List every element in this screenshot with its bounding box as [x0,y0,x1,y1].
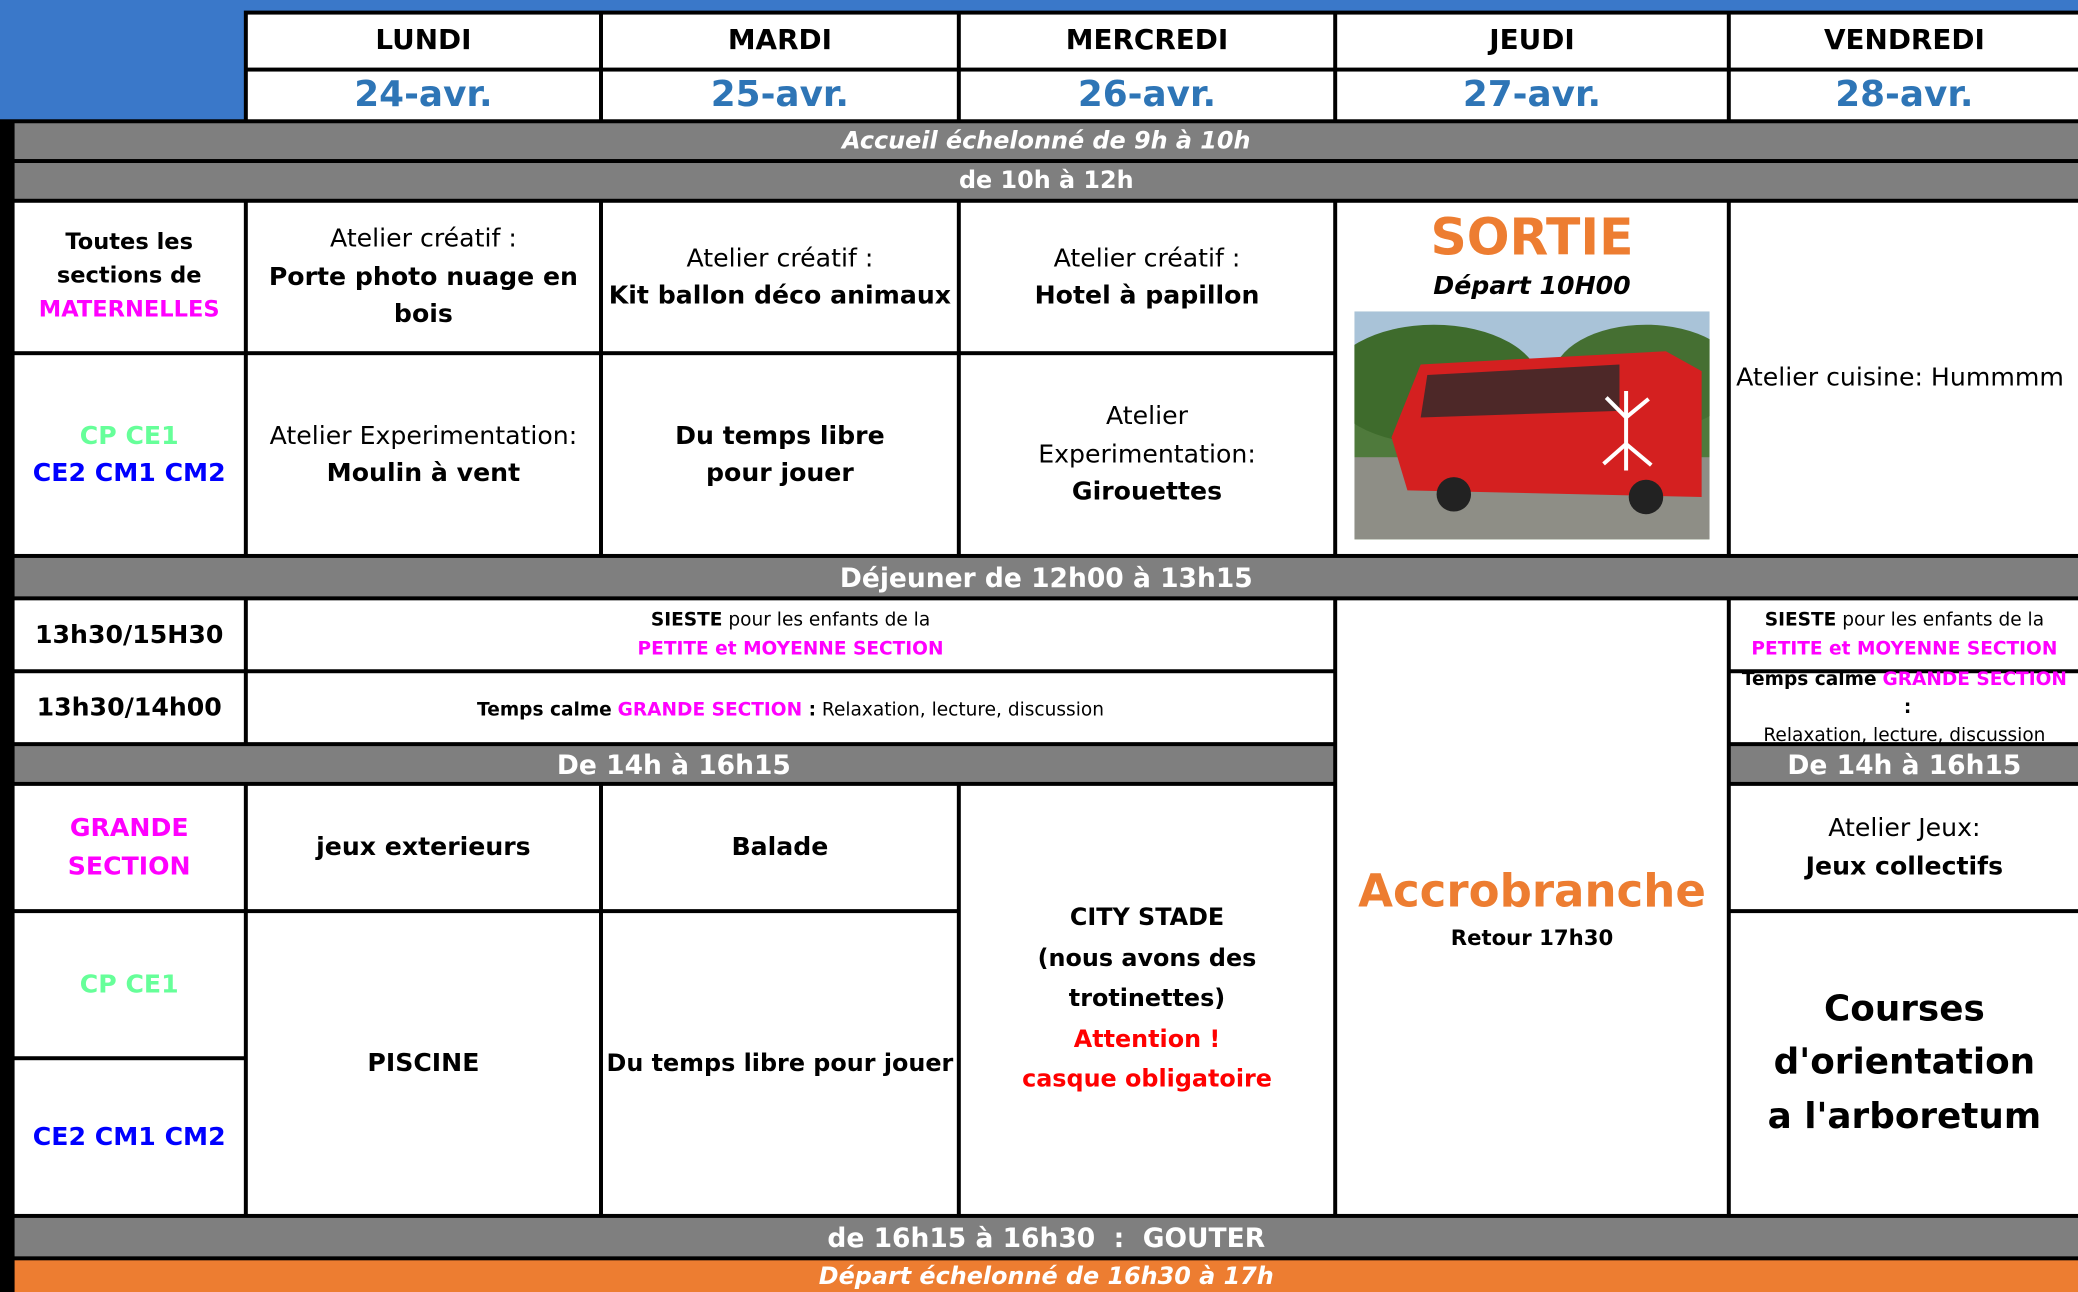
band: Accueil échelonné de 9h à 10h [14,123,2078,160]
text: (nous avons des trotinettes) [1037,944,1257,1013]
day-name: VENDREDI [1730,14,2078,68]
activity-cell: Atelier créatif : Hotel à papillon [960,202,1334,352]
day-name: LUNDI [247,14,600,68]
day-name: JEUDI [1337,14,1727,68]
text: : [1897,696,1912,718]
nap-cell: SIESTE pour les enfants de la PETITE et … [247,600,1334,670]
title: SORTIE [1430,208,1634,267]
group-cell: CE2 CM1 CM2 [14,1060,244,1214]
time-cell: 13h30/14h00 [14,673,244,743]
text: Relaxation, lecture, discussion [816,699,1104,721]
text: Attention ! [1073,1025,1221,1054]
text: Toutes les sections de [56,228,202,290]
text: : [802,699,817,721]
text: PETITE et MOYENNE SECTION [637,638,944,660]
text: Moulin à vent [326,458,521,488]
text: Porte photo nuage en bois [268,262,578,329]
title: Accrobranche [1358,864,1706,918]
text: Temps calme [477,699,612,721]
activity-cell: Atelier Experimentation: Girouettes [960,355,1334,554]
activity-cell: Atelier Jeux: Jeux collectifs [1730,785,2078,910]
activity-cell: Atelier cuisine: Hummmm [1730,202,2078,554]
outing-cell: Accrobranche Retour 17h30 [1337,600,1727,1214]
day-date: 24-avr. [247,71,600,120]
group-cell: CP CE1 [14,913,244,1057]
band: Déjeuner de 12h00 à 13h15 [14,557,2078,597]
text: Girouettes [1071,477,1223,507]
text: Du temps libre pour jouer [675,420,885,488]
activity-cell: PISCINE [247,913,600,1214]
group-cell: CP CE1 CE2 CM1 CM2 [14,355,244,554]
text: Atelier créatif : [1053,243,1241,273]
line: Temps calme GRANDE SECTION : [1736,666,2073,722]
quiet-cell: Temps calme GRANDE SECTION : Relaxation,… [247,673,1334,743]
band: De 14h à 16h15 [14,746,1334,782]
time-cell: 13h30/15H30 [14,600,244,670]
group-cell: GRANDE SECTION [14,785,244,910]
group-cell: Toutes les sections de MATERNELLES [14,202,244,352]
text: Temps calme [1741,668,1877,690]
band: Départ échelonné de 16h30 à 17h [14,1260,2078,1292]
text: SIESTE [1764,609,1837,631]
text: Atelier Experimentation: [269,420,578,450]
text: Kit ballon déco animaux [608,280,952,311]
activity-cell: Du temps libre pour jouer [602,355,957,554]
activity-cell: CITY STADE (nous avons des trotinettes) … [960,785,1334,1214]
text: pour les enfants de la [722,609,931,631]
nap-cell: SIESTE pour les enfants de la PETITE et … [1730,600,2078,670]
activity-cell: Atelier créatif : Kit ballon déco animau… [602,202,957,352]
activity-cell: Balade [602,785,957,910]
text: Atelier Jeux: [1828,813,1981,843]
outing-cell: SORTIE Départ 10H00 [1337,202,1727,554]
day-date: 25-avr. [602,71,957,120]
day-name: MARDI [602,14,957,68]
text: casque obligatoire [1022,1066,1272,1094]
text: GRANDE SECTION [1882,668,2067,690]
band: de 10h à 12h [14,163,2078,199]
band: De 14h à 16h15 [1730,746,2078,782]
text: CP CE1 [79,420,179,450]
text: Atelier Experimentation: [1038,401,1256,469]
text: Atelier créatif : [686,243,874,273]
text: Retour 17h30 [1450,925,1614,951]
text: Atelier créatif : [330,224,517,254]
text: SIESTE [650,609,723,631]
band: de 16h15 à 16h30 : GOUTER [14,1217,2078,1257]
quiet-cell: Temps calme GRANDE SECTION : Relaxation,… [1730,669,2078,745]
top-bar [0,0,2078,11]
activity-cell: jeux exterieurs [247,785,600,910]
corner [0,0,244,120]
line: SIESTE pour les enfants de la [651,605,930,635]
activity-cell: Du temps libre pour jouer [602,913,957,1214]
text: PETITE et MOYENNE SECTION [1751,638,2058,660]
subtitle: Départ 10H00 [1433,272,1631,302]
day-date: 26-avr. [960,71,1334,120]
activity-cell: Atelier Experimentation: Moulin à vent [247,355,600,554]
text: Hotel à papillon [1034,280,1260,311]
text: MATERNELLES [38,296,220,324]
text: Atelier cuisine: Hummmm [1736,363,2064,393]
text: CE2 CM1 CM2 [32,458,226,488]
text: Relaxation, lecture, discussion [1763,724,2046,746]
text: Jeux collectifs [1805,851,2004,881]
bus-photo [1354,311,1710,540]
text: GRANDE SECTION [617,699,803,721]
day-name: MERCREDI [960,14,1334,68]
activity-cell: Atelier créatif : Porte photo nuage en b… [247,202,600,352]
activity-cell: Courses d'orientation a l'arboretum [1730,913,2078,1214]
line: SIESTE pour les enfants de la [1765,605,2044,635]
day-date: 27-avr. [1337,71,1727,120]
text: CITY STADE [1069,903,1225,932]
text: pour les enfants de la [1836,609,2045,631]
day-date: 28-avr. [1730,71,2078,120]
